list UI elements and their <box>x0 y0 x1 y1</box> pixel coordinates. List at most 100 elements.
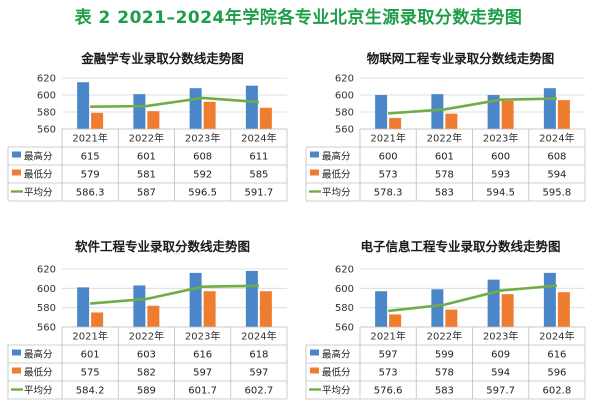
bar-max <box>133 94 146 129</box>
category-label: 2021年 <box>370 330 405 343</box>
bar-min <box>203 291 216 327</box>
data-cell: 597 <box>193 368 212 379</box>
bar-min <box>147 111 160 129</box>
data-cell: 616 <box>547 350 566 361</box>
category-label: 2022年 <box>129 132 164 145</box>
bar-min <box>259 107 272 129</box>
bar-min <box>445 113 458 129</box>
y-tick-label: 600 <box>335 284 354 295</box>
bar-max <box>245 270 258 327</box>
bar-max <box>375 291 388 327</box>
y-tick-label: 580 <box>37 108 56 119</box>
category-label: 2023年 <box>483 330 518 343</box>
line-avg <box>90 284 259 305</box>
page-title: 表 2 2021–2024年学院各专业北京生源录取分数走势图 <box>74 8 523 28</box>
chart-panel-iot: 物联网工程专业录取分数线走势图 560 580 600 620 2021年 2022年 202… <box>302 50 594 232</box>
data-cell: 578 <box>435 368 454 379</box>
y-tick-label: 580 <box>37 303 56 314</box>
bar-min <box>501 294 514 327</box>
data-cell: 597.7 <box>486 386 515 397</box>
bar-max <box>431 289 444 327</box>
category-label: 2022年 <box>427 330 462 343</box>
legend-key <box>310 169 319 176</box>
y-tick-label: 600 <box>335 91 354 102</box>
data-cell: 601 <box>137 152 156 163</box>
bar-max <box>487 95 500 129</box>
data-cell: 583 <box>435 386 454 397</box>
data-cell: 593 <box>491 170 510 181</box>
bar-max <box>543 272 556 327</box>
legend-key <box>12 151 21 158</box>
y-tick-label: 620 <box>37 265 56 276</box>
legend-label: 最低分 <box>24 367 53 379</box>
legend-label: 最高分 <box>24 151 53 163</box>
line-avg <box>90 96 259 108</box>
legend-key <box>12 169 21 176</box>
data-cell: 615 <box>81 152 100 163</box>
bar-max <box>77 82 90 129</box>
line-avg <box>387 284 557 313</box>
category-label: 2021年 <box>72 330 107 343</box>
data-cell: 581 <box>137 170 156 181</box>
data-cell: 601 <box>81 350 100 361</box>
data-cell: 611 <box>249 152 268 163</box>
data-cell: 609 <box>491 350 510 361</box>
chart-title: 金融学专业录取分数线走势图 <box>80 51 244 66</box>
category-label: 2021年 <box>370 132 405 145</box>
y-tick-label: 560 <box>335 125 354 136</box>
data-cell: 599 <box>435 350 454 361</box>
legend-label: 平均分 <box>24 187 53 199</box>
data-cell: 573 <box>379 170 398 181</box>
legend-label: 平均分 <box>322 187 351 199</box>
y-tick-label: 600 <box>37 91 56 102</box>
bar-max <box>77 287 90 327</box>
y-tick-label: 560 <box>37 323 56 334</box>
bar-max <box>189 272 202 327</box>
y-tick-label: 560 <box>37 125 56 136</box>
data-cell: 616 <box>193 350 212 361</box>
data-cell: 601.7 <box>188 386 217 397</box>
category-label: 2024年 <box>241 330 276 343</box>
chart-electronics: 电子信息工程专业录取分数线走势图 560 580 600 620 2021年 2022年 20… <box>305 239 586 400</box>
y-tick-label: 600 <box>37 284 56 295</box>
legend-label: 最低分 <box>322 367 351 379</box>
y-tick-label: 620 <box>335 74 354 85</box>
chart-iot: 物联网工程专业录取分数线走势图 560 580 600 620 2021年 2022年 202… <box>305 51 586 202</box>
bar-max <box>375 95 388 129</box>
chart-title: 物联网工程专业录取分数线走势图 <box>367 51 555 66</box>
data-cell: 595.8 <box>543 188 572 199</box>
data-cell: 602.7 <box>245 386 274 397</box>
data-cell: 575 <box>81 368 100 379</box>
y-tick-label: 580 <box>335 108 354 119</box>
legend-label: 最高分 <box>322 151 351 163</box>
bar-max <box>487 279 500 327</box>
data-cell: 603 <box>137 350 156 361</box>
data-cell: 583 <box>435 188 454 199</box>
legend-key <box>310 151 319 158</box>
legend-key <box>12 349 21 356</box>
category-label: 2024年 <box>539 132 574 145</box>
data-cell: 608 <box>547 152 566 163</box>
bar-max <box>431 94 444 129</box>
legend-label: 平均分 <box>24 385 53 397</box>
data-cell: 582 <box>137 368 156 379</box>
data-cell: 586.3 <box>76 188 105 199</box>
legend-label: 最高分 <box>24 349 53 361</box>
data-cell: 578.3 <box>374 188 403 199</box>
chart-title: 电子信息工程专业录取分数线走势图 <box>360 239 560 254</box>
y-tick-label: 620 <box>335 265 354 276</box>
category-label: 2023年 <box>483 132 518 145</box>
data-cell: 592 <box>193 170 212 181</box>
category-label: 2023年 <box>185 330 220 343</box>
bar-min <box>203 101 216 129</box>
data-cell: 585 <box>249 170 268 181</box>
category-label: 2023年 <box>185 132 220 145</box>
data-cell: 597 <box>249 368 268 379</box>
bar-min <box>91 112 104 129</box>
legend-label: 平均分 <box>322 385 351 397</box>
legend-key <box>12 367 21 374</box>
y-tick-label: 560 <box>335 323 354 334</box>
data-cell: 594 <box>491 368 510 379</box>
data-cell: 597 <box>379 350 398 361</box>
data-cell: 591.7 <box>245 188 274 199</box>
